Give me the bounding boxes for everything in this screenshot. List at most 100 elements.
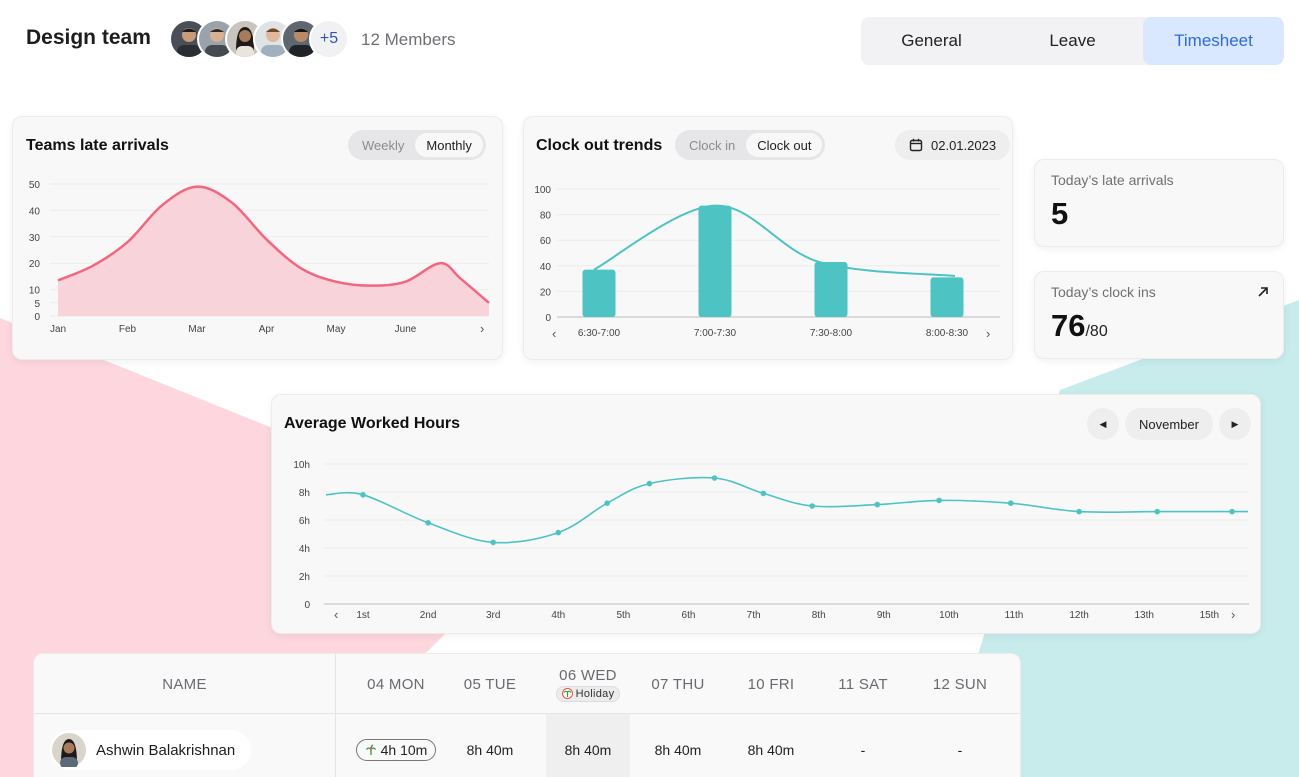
clock-toggle: Clock in Clock out [675, 130, 826, 160]
header-divider [34, 713, 1020, 714]
day-header: 07 THU [651, 675, 705, 693]
x-tick-label: 7:00-7:30 [694, 328, 737, 339]
tab-leave[interactable]: Leave [1049, 31, 1096, 50]
timesheet-table: NAME 04 MON 05 TUE 06 WED Holiday 07 THU… [33, 653, 1021, 777]
x-tick-label: Apr [259, 324, 275, 335]
data-point [604, 500, 610, 506]
time-cell[interactable]: - [957, 742, 963, 758]
clock-out-chart: 0 20 40 60 80 100 6:30-7:00 7:00-7:30 7:30-8:00 8… [534, 185, 1000, 341]
y-tick-label: 60 [540, 236, 552, 247]
calendar-icon [909, 138, 923, 152]
arrow-up-right-icon[interactable] [1257, 286, 1269, 298]
y-tick-label: 50 [29, 180, 41, 191]
x-tick-label: 7:30-8:00 [810, 328, 853, 339]
time-cell[interactable]: 8h 40m [654, 742, 702, 758]
y-tick-label: 0 [34, 312, 40, 323]
y-tick-label: 20 [540, 287, 552, 298]
data-point [425, 520, 431, 526]
x-tick-label: 12th [1069, 610, 1088, 621]
clock-ins-stat-card[interactable]: Today’s clock ins 76/80 [1034, 271, 1284, 359]
prev-month-button[interactable]: ◀ [1087, 408, 1119, 440]
day-header: 10 FRI [747, 675, 795, 693]
tab-timesheet[interactable]: Timesheet [1143, 17, 1284, 65]
x-tick-label: 13th [1134, 610, 1153, 621]
y-tick-label: 10h [293, 460, 310, 471]
y-tick-label: 8h [299, 488, 310, 499]
data-point [490, 539, 496, 546]
data-point [1229, 508, 1235, 515]
time-cell[interactable]: - [860, 742, 866, 758]
x-tick-label: 15th [1200, 610, 1219, 621]
month-navigator: ◀ November ▶ [1087, 408, 1251, 440]
time-cell[interactable]: 4h 10m [347, 736, 445, 764]
y-tick-label: 10 [29, 286, 41, 297]
toggle-clock-out[interactable]: Clock out [746, 133, 823, 157]
toggle-weekly[interactable]: Weekly [362, 137, 405, 153]
tab-general[interactable]: General [901, 31, 962, 50]
chevron-right-icon: › [480, 321, 484, 336]
x-tick-label: 2nd [420, 610, 437, 621]
x-tick-label: 9th [877, 610, 891, 621]
y-tick-label: 0 [545, 313, 551, 324]
bar [930, 277, 964, 317]
late-arrivals-card: Teams late arrivals Weekly Monthly 0 5 10 2… [12, 116, 503, 360]
palm-icon [365, 744, 376, 755]
data-point [1007, 500, 1014, 506]
x-tick-label: Jan [50, 324, 66, 335]
late-arrivals-period-toggle: Weekly Monthly [348, 130, 486, 160]
clock-out-title: Clock out trends [536, 137, 663, 154]
y-tick-label: 2h [299, 572, 310, 583]
next-month-button[interactable]: ▶ [1218, 408, 1251, 440]
extra-members-badge[interactable]: +5 [309, 19, 349, 59]
day-header: 04 MON [367, 675, 425, 693]
data-point [1076, 508, 1082, 515]
x-tick-label: 6th [682, 610, 696, 621]
table-row-person[interactable]: Ashwin Balakrishnan [50, 730, 252, 770]
data-point [936, 497, 942, 504]
time-cell[interactable]: 8h 40m [466, 742, 514, 758]
chevron-right-icon: › [986, 326, 990, 341]
person-name: Ashwin Balakrishnan [96, 741, 236, 759]
x-tick-label: 6:30-7:00 [578, 328, 621, 339]
late-arrivals-stat-label: Today’s late arrivals [1051, 172, 1174, 188]
day-header: 12 SUN [932, 675, 988, 693]
data-point [711, 475, 718, 481]
clock-out-card: Clock out trends Clock in Clock out 02.0… [523, 116, 1013, 360]
late-arrivals-stat-value: 5 [1051, 196, 1069, 231]
late-arrivals-area [58, 186, 489, 316]
x-tick-label: 3rd [486, 610, 500, 621]
x-tick-label: May [327, 324, 346, 335]
date-value: 02.01.2023 [931, 137, 997, 153]
month-label[interactable]: November [1125, 408, 1213, 440]
holiday-badge: Holiday [555, 685, 621, 702]
x-tick-label: 5th [616, 610, 630, 621]
day-header: 11 SAT [838, 675, 888, 693]
late-arrivals-stat-card: Today’s late arrivals 5 [1034, 159, 1284, 247]
clock-ins-count: 76 [1051, 308, 1086, 343]
date-picker[interactable]: 02.01.2023 [895, 130, 1011, 160]
y-tick-label: 100 [534, 185, 551, 196]
x-tick-label: 8:00-8:30 [926, 328, 969, 339]
members-count: 12 Members [361, 30, 456, 49]
y-tick-label: 80 [540, 211, 552, 222]
y-tick-label: 0 [304, 600, 310, 611]
palm-icon [561, 688, 573, 699]
late-arrivals-chart: 0 5 10 20 30 40 50 Jan Feb Mar Apr May June › [29, 180, 490, 336]
bar [814, 261, 848, 317]
chevron-left-icon: ‹ [334, 607, 338, 622]
clock-ins-total: /80 [1085, 323, 1108, 340]
leave-time-pill[interactable]: 4h 10m [355, 739, 437, 761]
toggle-clock-in[interactable]: Clock in [689, 137, 736, 153]
toggle-monthly[interactable]: Monthly [415, 133, 483, 157]
time-cell[interactable]: 8h 40m [747, 742, 795, 758]
day-header: 06 WED Holiday [540, 654, 636, 714]
avg-hours-line [325, 476, 1248, 544]
x-tick-label: 11th [1005, 610, 1024, 621]
holiday-column-highlight [546, 714, 630, 777]
data-point [360, 492, 366, 498]
trend-line [593, 204, 956, 278]
y-tick-label: 6h [299, 516, 310, 527]
x-tick-label: Mar [188, 324, 206, 335]
y-tick-label: 40 [540, 262, 552, 273]
time-cell[interactable]: 8h 40m [564, 742, 612, 758]
